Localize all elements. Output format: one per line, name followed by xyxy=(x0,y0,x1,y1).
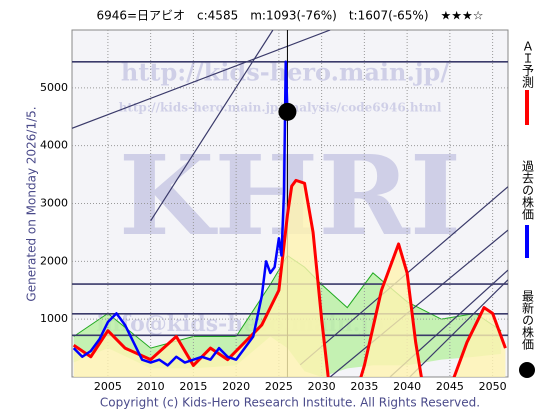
plot: http://kids-hero.main.jp/http://kids-her… xyxy=(72,30,508,377)
y-tick-label: 4000 xyxy=(40,139,68,152)
x-tick-label: 2010 xyxy=(137,380,165,393)
side-label: Generated on Monday 2026/1/5. xyxy=(25,106,39,301)
legend-label: 最新の株価 xyxy=(521,290,535,350)
x-tick-label: 2050 xyxy=(479,380,507,393)
y-tick-label: 3000 xyxy=(40,197,68,210)
x-tick-label: 2020 xyxy=(222,380,250,393)
x-tick-label: 2005 xyxy=(94,380,122,393)
y-tick-label: 2000 xyxy=(40,254,68,267)
trend-line xyxy=(150,30,274,222)
legend-label: 過去の株価 xyxy=(521,160,535,220)
x-tick-label: 2035 xyxy=(350,380,378,393)
x-tick-label: 2045 xyxy=(436,380,464,393)
legend-label: ＡＩ予測 xyxy=(521,40,535,89)
trend-line xyxy=(329,229,508,377)
past-price-line xyxy=(72,60,289,367)
legend-swatch xyxy=(519,362,535,378)
x-tick-label: 2015 xyxy=(179,380,207,393)
footer: Copyright (c) Kids-Hero Research Institu… xyxy=(100,396,480,410)
x-tick-label: 2030 xyxy=(308,380,336,393)
y-tick-label: 5000 xyxy=(40,81,68,94)
x-tick-label: 2025 xyxy=(265,380,293,393)
chart-title: 6946=日アビオ c:4585 m:1093(-76%) t:1607(-65… xyxy=(96,9,483,23)
prediction-line xyxy=(72,178,507,377)
latest-price xyxy=(278,102,297,121)
trend-line xyxy=(409,279,508,377)
prediction-area xyxy=(73,180,506,377)
y-tick-label: 1000 xyxy=(40,312,68,325)
x-tick-label: 2040 xyxy=(393,380,421,393)
